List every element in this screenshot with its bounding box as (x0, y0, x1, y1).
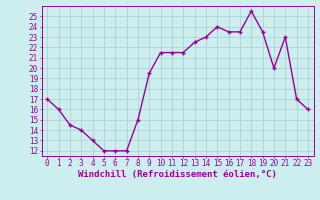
X-axis label: Windchill (Refroidissement éolien,°C): Windchill (Refroidissement éolien,°C) (78, 170, 277, 179)
